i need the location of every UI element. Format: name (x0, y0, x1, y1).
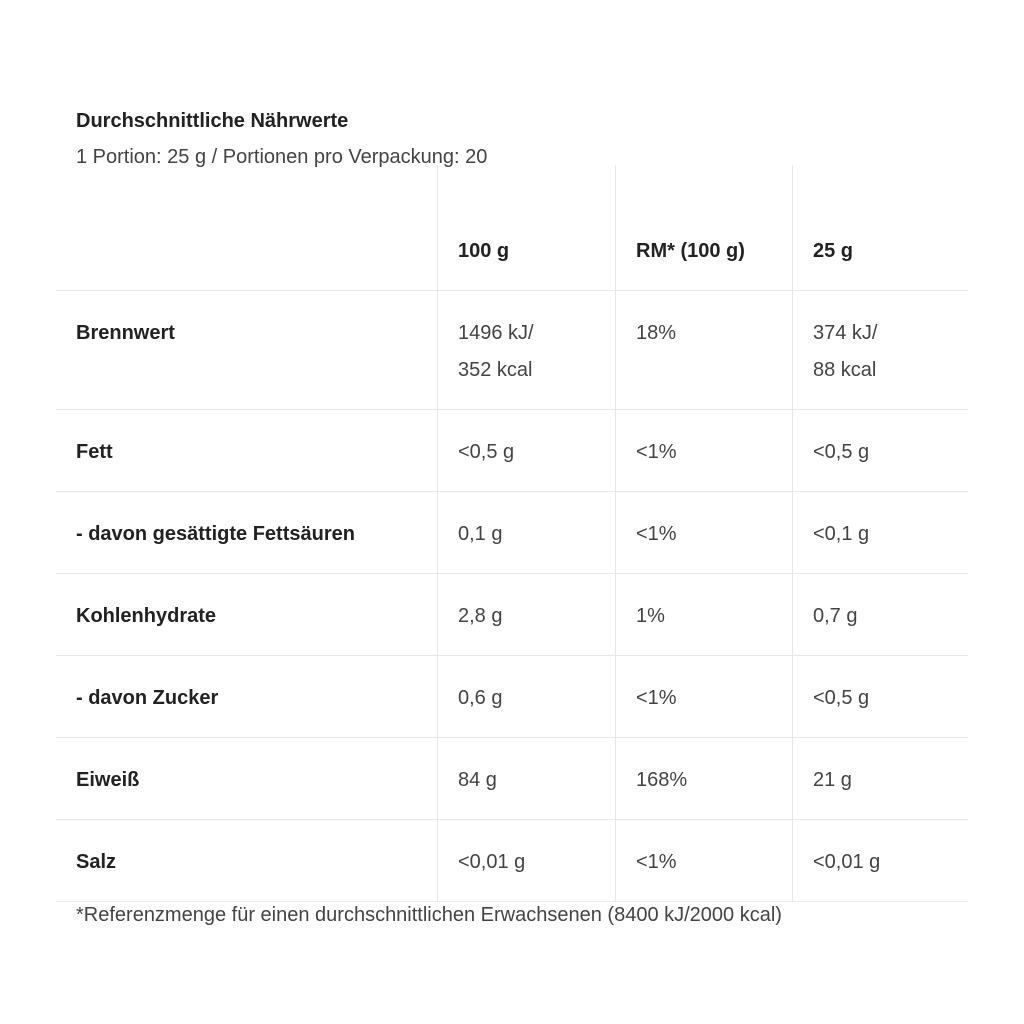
header-row: 100 g RM* (100 g) 25 g (56, 165, 968, 291)
value-portion: 374 kJ/88 kcal (792, 290, 968, 410)
row-label: Brennwert (76, 322, 175, 344)
value-portion: 21 g (792, 737, 968, 820)
table-row: Salz <0,01 g <1% <0,01 g (56, 819, 968, 902)
value-portion: <0,01 g (792, 819, 968, 902)
table-row: Eiweiß 84 g 168% 21 g (56, 737, 968, 820)
value-rm: 18% (615, 290, 793, 410)
row-label: Kohlenhydrate (76, 605, 217, 627)
table-title: Durchschnittliche Nährwerte (76, 110, 349, 132)
value-portion: <0,1 g (792, 491, 968, 574)
nutrition-table: 100 g RM* (100 g) 25 g Brennwert 1496 kJ… (56, 165, 968, 902)
row-label: Salz (76, 851, 117, 873)
row-label: Fett (76, 441, 113, 463)
value-100g: <0,01 g (437, 819, 616, 902)
value-100g: <0,5 g (437, 409, 616, 492)
header-empty (56, 165, 438, 291)
value-portion: 0,7 g (792, 573, 968, 656)
value-100g: 2,8 g (437, 573, 616, 656)
header-rm: RM* (100 g) (615, 165, 793, 291)
row-label: Eiweiß (76, 769, 140, 791)
table-row: - davon Zucker 0,6 g <1% <0,5 g (56, 655, 968, 738)
value-portion: <0,5 g (792, 655, 968, 738)
serving-info: 1 Portion: 25 g / Portionen pro Verpacku… (76, 146, 488, 168)
value-rm: 168% (615, 737, 793, 820)
row-label: - davon Zucker (76, 687, 219, 709)
header-100g: 100 g (437, 165, 616, 291)
footnote: *Referenzmenge für einen durchschnittlic… (76, 904, 782, 926)
value-rm: <1% (615, 409, 793, 492)
value-100g: 1496 kJ/352 kcal (437, 290, 616, 410)
value-rm: <1% (615, 491, 793, 574)
value-rm: 1% (615, 573, 793, 656)
value-100g: 0,6 g (437, 655, 616, 738)
table-row: - davon gesättigte Fettsäuren 0,1 g <1% … (56, 491, 968, 574)
value-rm: <1% (615, 819, 793, 902)
value-100g: 84 g (437, 737, 616, 820)
table-row: Fett <0,5 g <1% <0,5 g (56, 409, 968, 492)
value-rm: <1% (615, 655, 793, 738)
row-label: - davon gesättigte Fettsäuren (76, 523, 355, 545)
table-row: Kohlenhydrate 2,8 g 1% 0,7 g (56, 573, 968, 656)
value-portion: <0,5 g (792, 409, 968, 492)
header-portion: 25 g (792, 165, 968, 291)
value-100g: 0,1 g (437, 491, 616, 574)
table-row: Brennwert 1496 kJ/352 kcal 18% 374 kJ/88… (56, 290, 968, 410)
